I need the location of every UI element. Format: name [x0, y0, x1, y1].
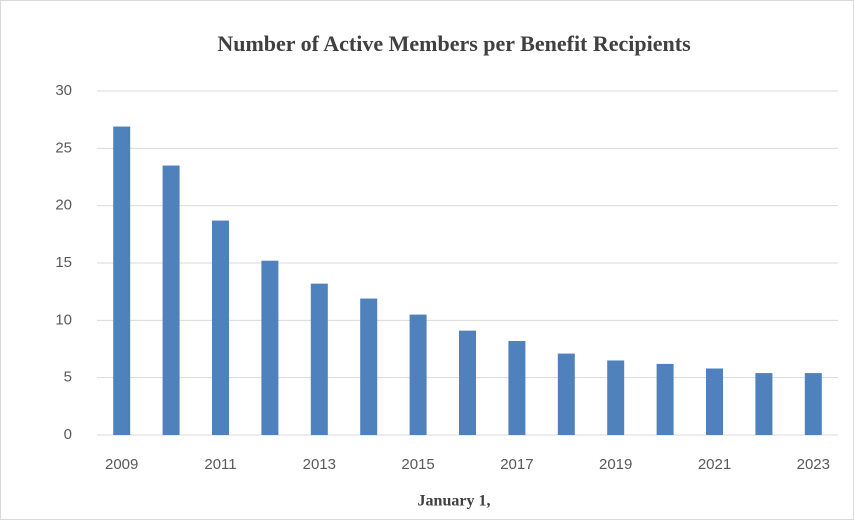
bar: [557, 353, 575, 435]
x-tick-label: 2019: [599, 456, 632, 473]
bar: [409, 314, 427, 435]
bar: [804, 373, 822, 435]
bar: [360, 298, 378, 435]
x-tick-label: 2009: [105, 456, 138, 473]
bar: [755, 373, 773, 435]
chart-title: Number of Active Members per Benefit Rec…: [217, 31, 691, 56]
bar: [113, 126, 131, 436]
y-tick-label: 0: [64, 426, 72, 443]
bar: [261, 260, 279, 435]
bar: [508, 340, 526, 435]
bar: [310, 283, 328, 435]
bar: [162, 165, 180, 436]
x-tick-label: 2017: [500, 456, 533, 473]
x-tick-label: 2021: [698, 456, 731, 473]
x-tick-label: 2011: [204, 456, 236, 473]
bar: [212, 220, 229, 435]
bar: [706, 368, 723, 435]
x-axis-label: January 1,: [418, 493, 491, 510]
y-tick-label: 5: [64, 369, 72, 386]
bar: [656, 363, 674, 435]
bar: [459, 330, 476, 435]
x-tick-label: 2013: [303, 456, 336, 473]
x-tick-label: 2015: [401, 456, 434, 473]
y-tick-label: 25: [55, 139, 72, 156]
y-tick-label: 20: [55, 197, 72, 214]
y-tick-label: 30: [55, 82, 72, 99]
y-tick-label: 15: [55, 254, 72, 271]
y-tick-label: 10: [55, 311, 72, 328]
bar: [607, 360, 625, 435]
x-tick-label: 2023: [797, 456, 830, 473]
